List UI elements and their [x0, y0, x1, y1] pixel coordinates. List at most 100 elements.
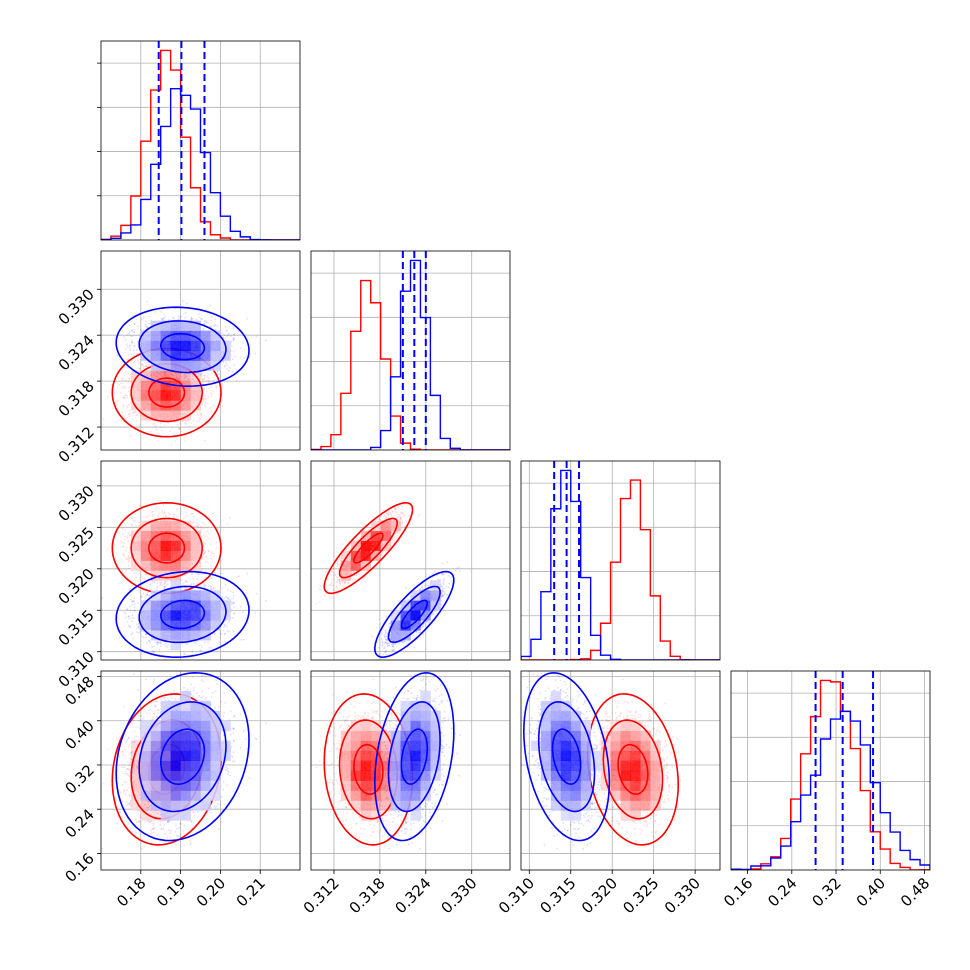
scatter-point	[191, 512, 194, 515]
scatter-point	[241, 341, 244, 344]
scatter-point	[125, 557, 128, 560]
density-cell	[160, 410, 172, 421]
scatter-point	[128, 560, 131, 562]
scatter-point	[202, 527, 205, 530]
scatter-point	[116, 400, 119, 403]
scatter-point	[200, 375, 203, 378]
scatter-point	[215, 541, 218, 544]
scatter-point	[116, 354, 119, 356]
scatter-point	[233, 364, 235, 366]
scatter-point	[208, 381, 211, 384]
scatter-point	[238, 330, 240, 333]
scatter-point	[124, 394, 127, 397]
scatter-point	[203, 320, 206, 322]
scatter-point	[155, 428, 158, 431]
scatter-point	[127, 373, 129, 375]
scatter-point	[213, 374, 216, 377]
density-cell	[170, 340, 181, 351]
scatter-point	[177, 378, 180, 381]
density-cell	[170, 370, 181, 381]
scatter-point	[147, 514, 150, 517]
scatter-point	[133, 328, 136, 331]
scatter-point	[216, 325, 219, 327]
density-cell	[170, 330, 181, 341]
scatter-point	[127, 532, 130, 534]
scatter-point	[138, 354, 140, 357]
scatter-point	[206, 530, 209, 533]
scatter-point	[222, 360, 225, 363]
scatter-point	[126, 334, 129, 336]
scatter-point	[132, 349, 135, 352]
scatter-point	[131, 341, 133, 344]
density-cell	[170, 320, 181, 331]
scatter-point	[202, 398, 205, 401]
scatter-point	[265, 339, 267, 342]
scatter-point	[197, 524, 200, 527]
scatter-point	[120, 540, 123, 542]
density-cell	[190, 400, 201, 411]
scatter-panel-3-1	[100, 460, 301, 661]
scatter-point	[200, 414, 203, 417]
density-cell	[180, 360, 191, 371]
scatter-point	[123, 336, 126, 338]
scatter-point	[137, 355, 140, 358]
scatter-point	[185, 311, 188, 314]
scatter-point	[148, 367, 151, 370]
scatter-point	[200, 318, 203, 320]
scatter-point	[226, 364, 229, 367]
scatter-point	[201, 404, 204, 406]
scatter-point	[191, 317, 194, 320]
scatter-point	[203, 542, 206, 545]
panel-frame	[730, 670, 931, 871]
scatter-point	[145, 573, 148, 576]
scatter-point	[138, 353, 141, 356]
scatter-point	[127, 535, 129, 538]
scatter-point	[140, 371, 143, 374]
scatter-point	[202, 391, 205, 394]
scatter-point	[161, 429, 164, 432]
scatter-point	[141, 577, 144, 579]
histogram-series-A	[101, 49, 300, 240]
scatter-point	[195, 375, 198, 378]
density-cell	[150, 340, 162, 351]
scatter-point	[209, 325, 212, 328]
scatter-point	[197, 372, 199, 374]
scatter-point	[209, 543, 212, 546]
scatter-point	[136, 349, 138, 351]
scatter-point	[180, 430, 183, 433]
scatter-point	[224, 325, 227, 328]
scatter-point	[204, 556, 207, 559]
scatter-point	[223, 334, 226, 337]
scatter-point	[129, 344, 132, 347]
scatter-point	[231, 371, 234, 373]
scatter-point	[206, 402, 209, 405]
scatter-point	[162, 504, 165, 507]
scatter-point	[134, 411, 137, 414]
scatter-point	[205, 397, 208, 400]
scatter-point	[192, 516, 195, 518]
scatter-point	[133, 331, 135, 333]
scatter-point	[243, 373, 245, 376]
density-cells-B	[140, 320, 231, 371]
scatter-point	[159, 426, 162, 429]
scatter-point	[207, 549, 210, 552]
scatter-point	[133, 345, 136, 348]
density-cell	[180, 370, 191, 381]
scatter-point	[125, 418, 127, 420]
scatter-point	[200, 403, 203, 405]
scatter-point	[225, 362, 227, 365]
scatter-point	[196, 420, 198, 423]
scatter-point	[133, 344, 136, 347]
scatter-point	[118, 383, 121, 386]
scatter-point	[129, 349, 132, 351]
scatter-point	[195, 525, 198, 527]
scatter-point	[144, 325, 147, 328]
scatter-point	[172, 317, 175, 320]
scatter-point	[164, 374, 167, 377]
density-cell	[150, 390, 162, 401]
scatter-point	[225, 335, 228, 337]
scatter-point	[141, 363, 144, 366]
scatter-point	[122, 386, 125, 388]
scatter-point	[142, 367, 145, 369]
scatter-point	[210, 386, 213, 388]
